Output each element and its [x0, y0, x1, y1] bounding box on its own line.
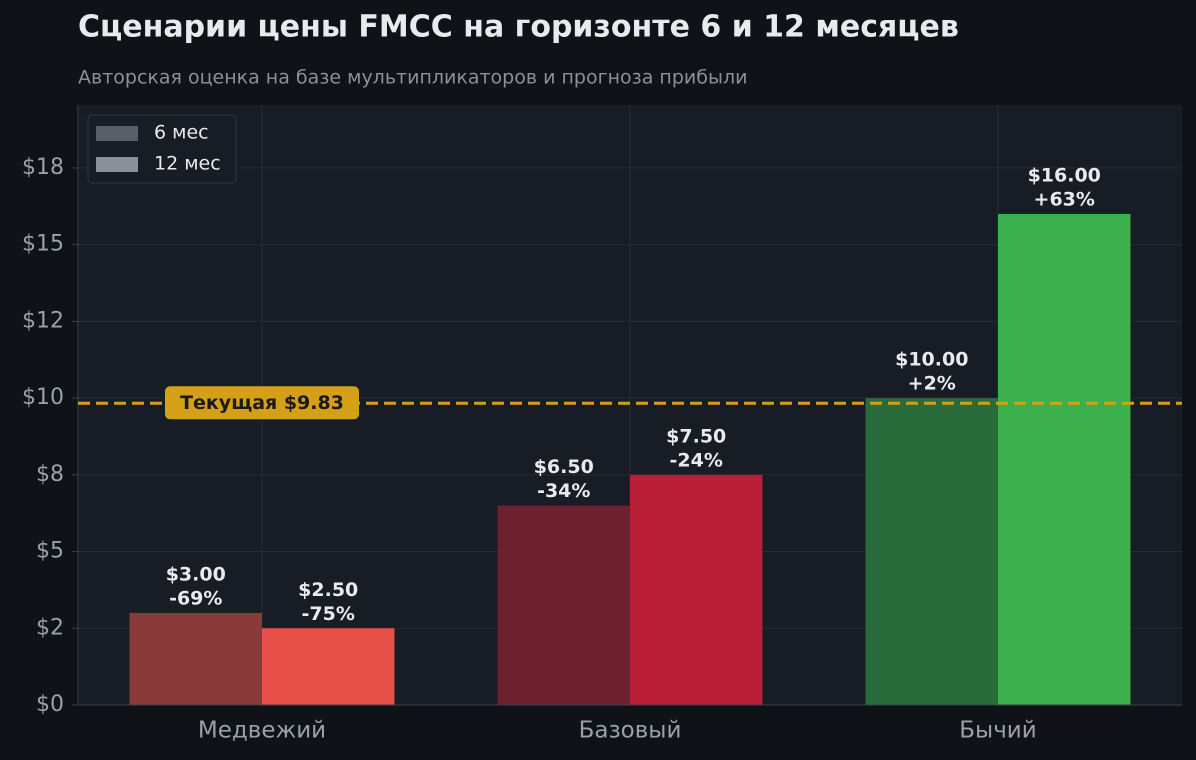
bar	[262, 628, 395, 705]
reference-label-box	[165, 386, 359, 420]
y-tick-label: $0	[36, 692, 64, 717]
x-tick-label: Медвежий	[198, 718, 326, 744]
change-label: -75%	[302, 603, 355, 625]
value-label: $10.00	[895, 349, 968, 371]
change-label: -24%	[670, 449, 723, 471]
bar	[497, 505, 630, 705]
legend-label: 12 мес	[154, 153, 221, 175]
legend-swatch	[96, 126, 138, 141]
y-tick-label: $8	[36, 462, 64, 487]
change-label: +63%	[1034, 188, 1095, 210]
y-tick-label: $12	[22, 308, 64, 333]
bar	[630, 474, 763, 705]
y-tick-label: $5	[36, 539, 64, 564]
change-label: -34%	[537, 480, 590, 502]
reference-label: Текущая $9.83	[180, 392, 344, 414]
x-tick-label: Бычий	[959, 718, 1036, 744]
value-label: $16.00	[1028, 164, 1101, 186]
legend-swatch	[96, 157, 138, 172]
bar	[998, 213, 1131, 705]
legend-label: 6 мес	[154, 122, 209, 144]
chart-title: Сценарии цены FMCC на горизонте 6 и 12 м…	[78, 10, 959, 45]
y-tick-label: $18	[22, 155, 64, 180]
change-label: +2%	[908, 373, 956, 395]
value-label: $2.50	[298, 579, 358, 601]
value-label: $7.50	[666, 425, 726, 447]
value-label: $3.00	[166, 563, 226, 585]
value-label: $6.50	[534, 456, 594, 478]
change-label: -69%	[169, 587, 222, 609]
y-tick-label: $2	[36, 615, 64, 640]
bar	[865, 398, 998, 705]
chart-subtitle: Авторская оценка на базе мультипликаторо…	[78, 67, 747, 89]
x-tick-label: Базовый	[579, 718, 682, 744]
bar	[129, 612, 262, 705]
y-tick-label: $15	[22, 232, 64, 257]
y-tick-label: $10	[22, 385, 64, 410]
